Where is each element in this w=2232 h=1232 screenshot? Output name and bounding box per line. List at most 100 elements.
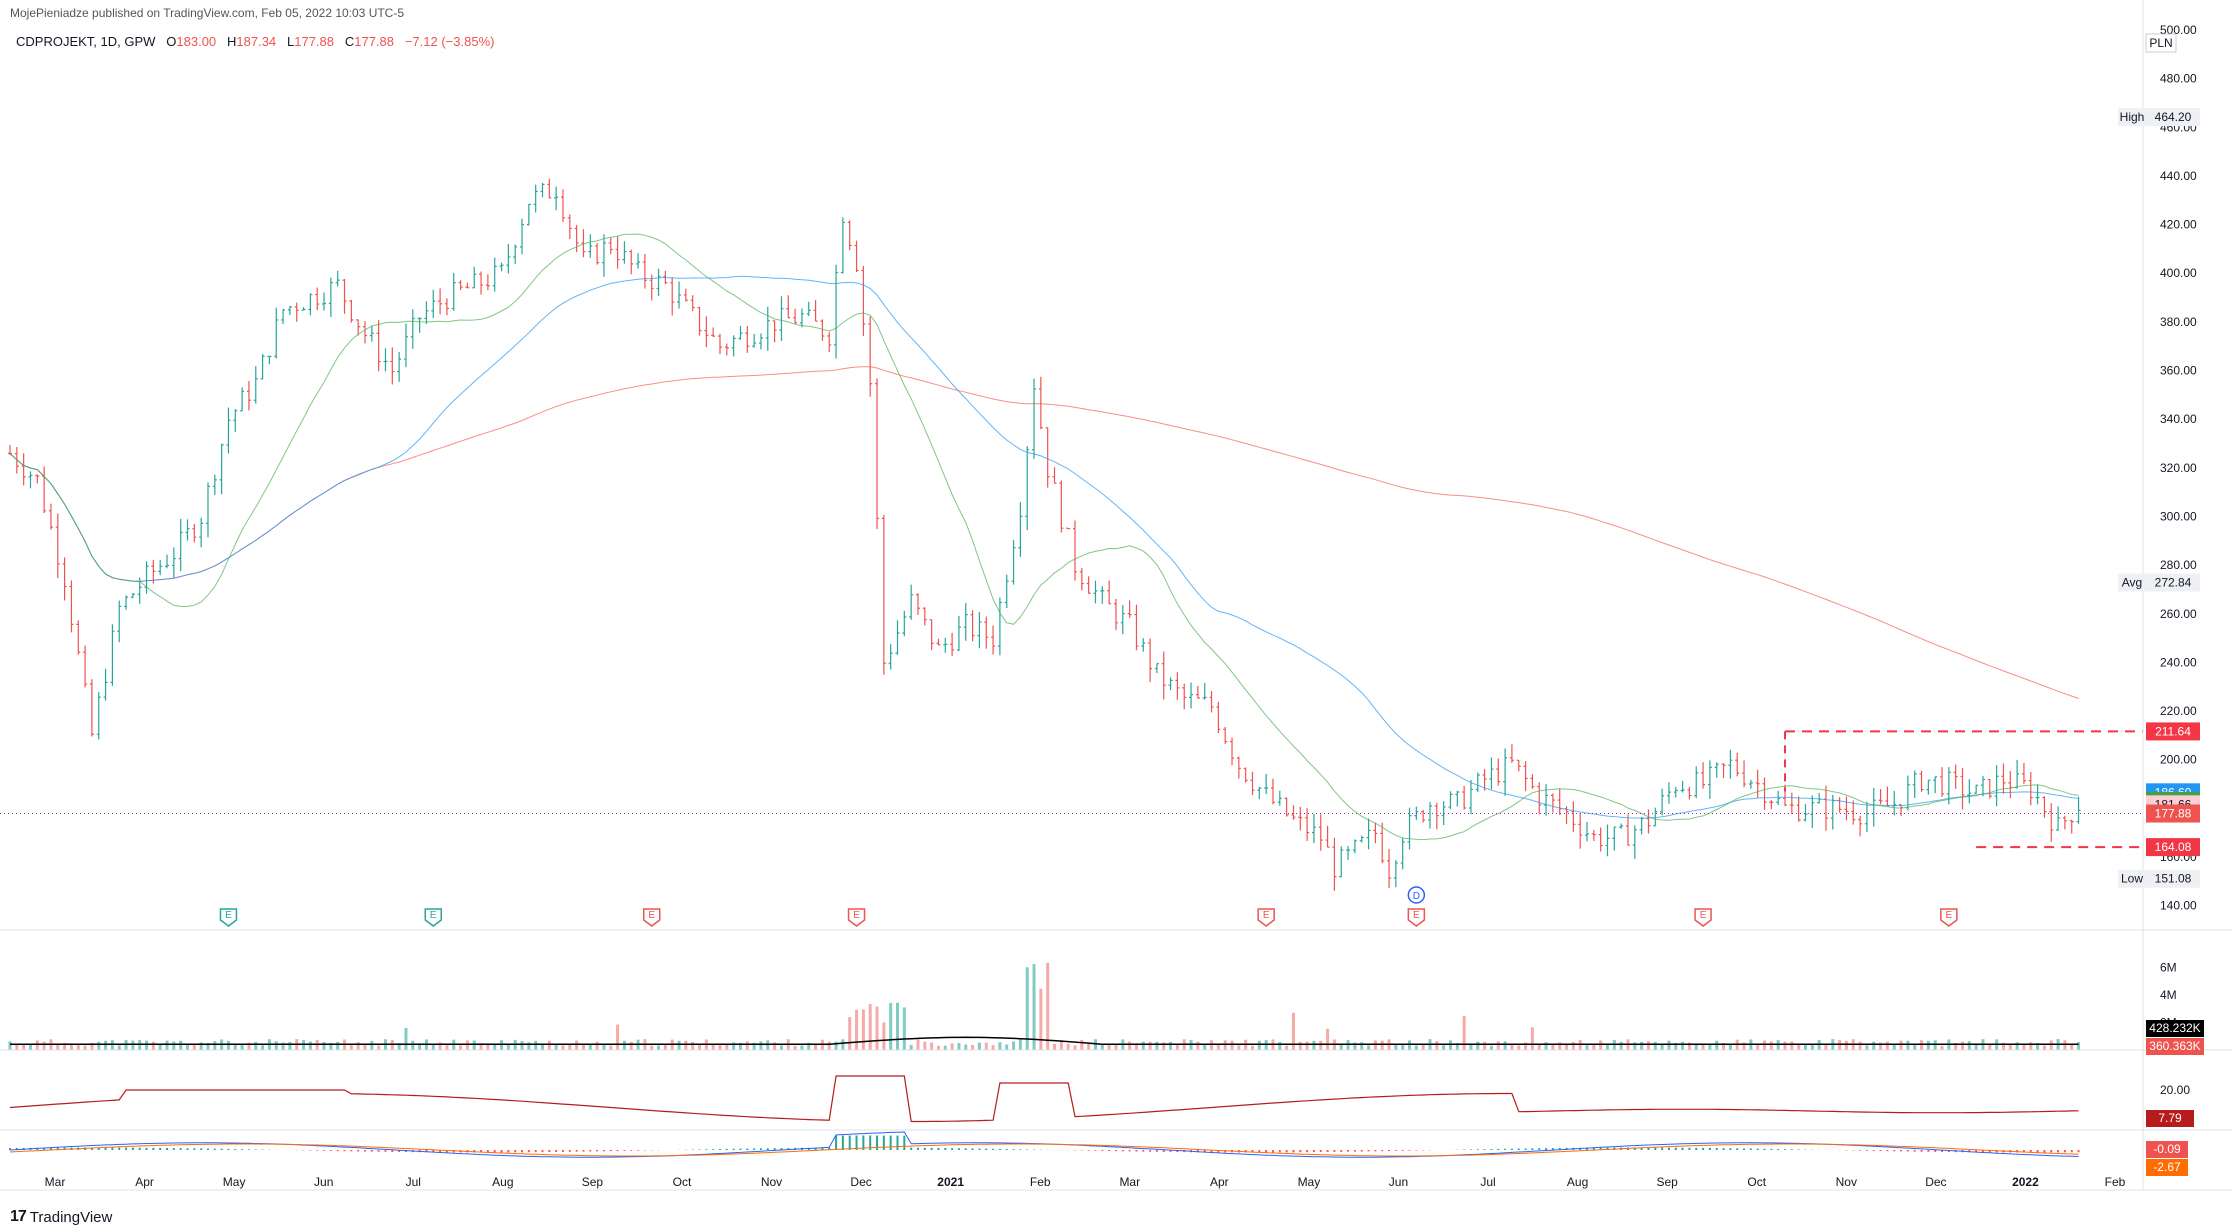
volume-bar [711, 1043, 715, 1050]
volume-bar [541, 1043, 544, 1050]
volume-bar [1892, 1044, 1896, 1050]
volume-bar [936, 1045, 940, 1050]
volume-bar [1974, 1043, 1978, 1050]
high-value: 187.34 [236, 34, 277, 49]
earnings-icon [1940, 908, 1958, 927]
volume-bar [1189, 1039, 1193, 1050]
volume-bar [1046, 962, 1050, 1050]
volume-bar [1742, 1042, 1746, 1050]
macd-hist-bar [1251, 1150, 1254, 1153]
volume-bar [261, 1045, 265, 1050]
volume-bar [1715, 1040, 1719, 1050]
macd-hist-bar [1688, 1147, 1691, 1150]
macd-hist-bar [138, 1147, 141, 1150]
macd-hist-bar [637, 1150, 640, 1151]
macd-hist-bar [384, 1150, 387, 1152]
volume-bar [998, 1042, 1002, 1050]
x-tick-label: Aug [1567, 1175, 1588, 1189]
macd-hist-bar [473, 1150, 476, 1153]
macd-hist-bar [602, 1150, 605, 1152]
macd-hist-bar [1108, 1150, 1111, 1152]
volume-bar [677, 1040, 681, 1050]
volume-bar [1346, 1039, 1350, 1050]
macd-hist-bar [1947, 1150, 1950, 1153]
volume-bar [1066, 1043, 1070, 1050]
low-value: 177.88 [294, 34, 334, 49]
macd-hist-bar [1736, 1148, 1739, 1150]
volume-bar [1155, 1041, 1159, 1050]
macd-hist-bar [1661, 1147, 1664, 1150]
macd-hist-bar [1244, 1150, 1247, 1153]
currency-badge[interactable] [2145, 33, 2177, 53]
macd-hist-bar [548, 1150, 551, 1153]
symbol-name[interactable]: CDPROJEKT, 1D, GPW [16, 34, 156, 49]
volume-ma-tag [2146, 1020, 2204, 1037]
volume-bar [390, 1040, 394, 1050]
x-tick-label: Mar [1119, 1175, 1140, 1189]
volume-bar [1646, 1041, 1650, 1050]
ma-short-line [9, 233, 2079, 841]
volume-bar [1285, 1045, 1289, 1050]
avg-tag [2146, 573, 2200, 592]
macd-hist-bar [1654, 1147, 1657, 1150]
macd-hist-bar [480, 1150, 483, 1153]
macd-hist-bar [1531, 1148, 1534, 1150]
volume-ma-value: 428.232K [2149, 1021, 2200, 1035]
volume-bar [1141, 1041, 1145, 1050]
macd-hist-bar [1415, 1150, 1418, 1151]
avg-value: 272.84 [2155, 576, 2192, 590]
volume-bar [2063, 1040, 2067, 1050]
volume-bar [186, 1044, 189, 1050]
volume-bar [56, 1043, 60, 1050]
macd-hist-bar [186, 1148, 189, 1150]
volume-bar [1510, 1044, 1514, 1050]
macd-hist-bar [609, 1150, 612, 1152]
macd-hist-bar [725, 1148, 728, 1150]
macd-hist-bar [930, 1147, 933, 1150]
macd-hist-bar [1149, 1150, 1152, 1152]
macd-hist-bar [1859, 1150, 1862, 1151]
volume-bar [568, 1044, 572, 1050]
volume-bar [165, 1040, 169, 1050]
macd-hist-bar [445, 1150, 448, 1153]
volume-bar [1114, 1043, 1118, 1050]
volume-bar [35, 1040, 39, 1050]
volume-bar [1899, 1040, 1903, 1050]
earnings-label: E [1263, 910, 1270, 921]
macd-hist-bar [1865, 1150, 1868, 1151]
macd-hist-bar [1784, 1149, 1786, 1150]
macd-hist-bar [1715, 1148, 1718, 1150]
volume-bar [404, 1028, 408, 1050]
volume-bar [1469, 1043, 1473, 1050]
volume-bar [581, 1044, 585, 1050]
y-tick-label: 480.00 [2160, 72, 2197, 86]
macd-hist-bar [1326, 1150, 1329, 1153]
rsi-line [9, 1075, 2079, 1123]
macd-hist-bar [1374, 1150, 1377, 1152]
volume-bar [725, 1045, 729, 1050]
volume-bar [609, 1045, 613, 1050]
macd-hist-bar [1988, 1150, 1991, 1153]
low-tag [2146, 869, 2200, 888]
tradingview-brand[interactable]: 17 TradingView [10, 1208, 112, 1226]
volume-bar [534, 1040, 538, 1050]
macd-hist-bar [1497, 1148, 1500, 1150]
volume-bar [752, 1042, 756, 1050]
macd-hist-bar [719, 1149, 721, 1150]
macd-hist-bar [2070, 1150, 2073, 1153]
range-bottom-tag [2146, 838, 2200, 857]
volume-bar [302, 1039, 306, 1050]
volume-bar [1073, 1045, 1077, 1050]
volume-tick-label: 6M [2160, 961, 2177, 975]
volume-bar [1906, 1040, 1910, 1050]
macd-hist-bar [1408, 1150, 1411, 1151]
volume-bar [1776, 1040, 1780, 1050]
volume-bar [1100, 1044, 1104, 1050]
volume-bar [1961, 1041, 1964, 1050]
macd-hist-bar [916, 1147, 919, 1150]
volume-bar [930, 1042, 934, 1050]
volume-bar [254, 1041, 258, 1050]
macd-hist-bar [2063, 1150, 2066, 1153]
volume-bar [977, 1042, 981, 1050]
